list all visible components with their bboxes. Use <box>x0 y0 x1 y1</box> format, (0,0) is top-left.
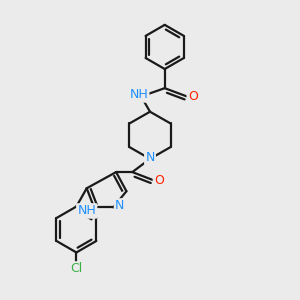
Text: O: O <box>188 90 198 103</box>
Text: N: N <box>145 151 155 164</box>
Text: NH: NH <box>129 88 148 101</box>
Text: NH: NH <box>77 205 96 218</box>
Text: Cl: Cl <box>70 262 82 275</box>
Text: N: N <box>115 200 124 212</box>
Text: O: O <box>154 173 164 187</box>
